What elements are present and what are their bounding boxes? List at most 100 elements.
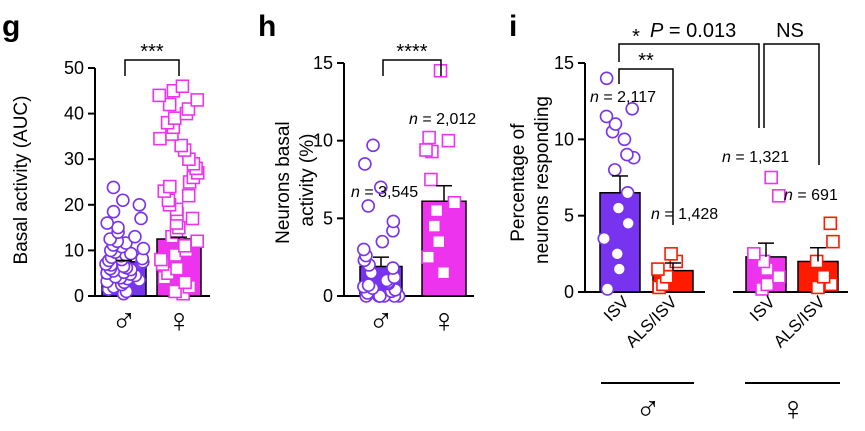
panel-i-point-0-9 bbox=[620, 147, 634, 162]
panel-i-point-2-7 bbox=[764, 170, 778, 185]
panel-h-point-0-18 bbox=[386, 261, 400, 275]
panel-g: g Basal activity (AUC) 0 10 20 30 40 50 *** ♂… bbox=[2, 10, 210, 340]
panel-i-point-2-1 bbox=[760, 277, 775, 292]
panel-i-bars bbox=[599, 192, 839, 293]
panel-i-point-0-4 bbox=[621, 216, 636, 231]
panel-h-point-0-29 bbox=[366, 138, 380, 153]
panel-g-xlabel-female: ♀ bbox=[166, 302, 192, 340]
panel-i-point-0-15 bbox=[599, 71, 614, 86]
panel-i-point-0-12 bbox=[608, 117, 623, 131]
panel-i-point-0-1 bbox=[612, 262, 627, 276]
panel-g-significance: *** bbox=[140, 41, 164, 63]
panel-i-point-0-3 bbox=[597, 231, 612, 246]
panel-h-point-0-28 bbox=[358, 157, 372, 171]
panel-h-point-1-0 bbox=[436, 265, 451, 280]
panel-h-point-1-10 bbox=[422, 130, 436, 145]
panel-i-error-bars bbox=[612, 175, 826, 271]
panel-g-point-0-46 bbox=[116, 193, 130, 208]
panel-i-xlabel-4: ALS/ISV bbox=[770, 292, 829, 351]
panel-i-point-0-13 bbox=[599, 109, 614, 124]
panel-i-pvalue: P = 0.013 bbox=[650, 20, 736, 42]
panel-i-ticks: 0 5 10 15 bbox=[554, 53, 585, 302]
panel-h-point-0-12 bbox=[361, 278, 376, 292]
panel-g-error-bars bbox=[116, 236, 187, 262]
panel-h-tick-label-0: 0 bbox=[323, 286, 333, 306]
panel-i-ns: NS bbox=[776, 20, 804, 42]
panel-g-point-0-42 bbox=[100, 216, 114, 230]
panel-i-point-2-6 bbox=[771, 189, 786, 203]
panel-letter-g: g bbox=[2, 10, 20, 43]
panel-h-point-1-8 bbox=[419, 143, 433, 157]
panel-i-point-3-4 bbox=[826, 234, 840, 249]
panel-g-point-1-33 bbox=[153, 131, 167, 146]
panel-i-point-0-6 bbox=[620, 185, 635, 200]
panel-i-pvalue-text: = 0.013 bbox=[663, 20, 736, 42]
panel-h-point-1-2 bbox=[432, 234, 446, 249]
panel-i-point-0-2 bbox=[610, 247, 625, 261]
panel-h-ylabel: Neurons basal activity (%) bbox=[273, 116, 318, 244]
panel-i-point-0-10 bbox=[617, 132, 632, 147]
panel-g-point-1-22 bbox=[181, 188, 196, 203]
panel-h-xlabel-female: ♀ bbox=[431, 302, 457, 340]
panel-i: i Percentage of neurons responding 0 5 10 1… bbox=[508, 10, 848, 428]
panel-h-point-0-27 bbox=[373, 180, 388, 195]
panel-g-point-0-33 bbox=[136, 241, 151, 256]
panel-h-n-female: n = 2,012 bbox=[409, 111, 476, 128]
panel-h-bars bbox=[359, 200, 467, 297]
panel-h-xlabel-male: ♂ bbox=[368, 302, 394, 340]
panel-h-point-0-22 bbox=[356, 242, 371, 257]
panel-i-point-2-5 bbox=[747, 247, 761, 261]
panel-i-point-0-14 bbox=[625, 102, 639, 116]
panel-i-point-0-5 bbox=[611, 201, 626, 215]
panel-g-point-1-1 bbox=[168, 284, 182, 299]
panel-h: h Neurons basal activity (%) 0 5 10 15 ****… bbox=[258, 10, 476, 340]
panel-g-point-0-39 bbox=[128, 229, 142, 244]
panel-i-xlabel-2: ALS/ISV bbox=[622, 292, 681, 351]
panel-g-point-0-47 bbox=[106, 180, 121, 195]
panel-g-point-1-42 bbox=[152, 88, 167, 103]
panel-i-tick-label-1: 5 bbox=[564, 206, 574, 226]
panel-h-significance: **** bbox=[396, 41, 427, 63]
panel-g-point-1-24 bbox=[163, 179, 177, 194]
panel-h-n-male: n = 3,545 bbox=[351, 184, 418, 201]
panel-g-points bbox=[99, 79, 205, 301]
panel-h-points bbox=[356, 63, 462, 303]
panel-g-point-0-43 bbox=[134, 211, 148, 226]
panel-h-point-1-9 bbox=[441, 133, 456, 148]
panel-g-point-1-11 bbox=[178, 239, 192, 253]
panel-letter-i: i bbox=[509, 10, 517, 43]
panel-h-ylabel-line1: Neurons basal bbox=[273, 121, 294, 244]
panel-h-tick-label-1: 5 bbox=[323, 208, 333, 228]
panel-g-point-1-32 bbox=[174, 138, 188, 153]
panel-h-n-male-value: = 3,545 bbox=[360, 184, 418, 201]
panel-i-n-1-value: = 2,117 bbox=[599, 89, 656, 106]
panel-g-xlabel-male: ♂ bbox=[111, 302, 137, 340]
panel-g-point-0-44 bbox=[106, 204, 121, 219]
panel-g-point-1-3 bbox=[178, 275, 192, 290]
panel-g-tick-label-0: 0 bbox=[74, 286, 84, 306]
panel-h-n-female-value: = 2,012 bbox=[418, 111, 476, 128]
panel-g-tick-label-4: 40 bbox=[64, 104, 84, 124]
panel-i-n-3: n = 1,321 bbox=[722, 149, 789, 166]
panel-g-point-1-8 bbox=[154, 252, 168, 267]
panel-h-bar-1 bbox=[421, 200, 467, 297]
panel-i-n-4: n = 691 bbox=[784, 187, 838, 204]
panel-i-point-3-3 bbox=[809, 254, 824, 269]
panel-i-point-3-2 bbox=[816, 269, 831, 284]
panel-i-group-male: ♂ bbox=[635, 390, 661, 428]
panel-h-point-1-6 bbox=[424, 172, 438, 187]
panel-h-point-1-4 bbox=[429, 203, 444, 218]
panel-i-double-star: ** bbox=[638, 50, 654, 72]
panel-i-tick-label-2: 10 bbox=[554, 129, 574, 149]
panel-g-point-1-12 bbox=[190, 234, 205, 249]
panel-i-xlabel-1: ISV bbox=[600, 292, 633, 325]
panel-h-sig-bracket bbox=[382, 59, 442, 76]
panel-i-point-2-2 bbox=[772, 269, 786, 284]
panel-i-bracket-ns bbox=[763, 43, 820, 165]
panel-g-point-1-40 bbox=[162, 97, 177, 112]
panel-g-tick-label-1: 10 bbox=[64, 240, 84, 260]
panel-h-point-0-26 bbox=[361, 199, 376, 213]
panel-i-bracket-double-star bbox=[618, 68, 674, 225]
panel-i-xlabel-3: ISV bbox=[746, 292, 779, 325]
